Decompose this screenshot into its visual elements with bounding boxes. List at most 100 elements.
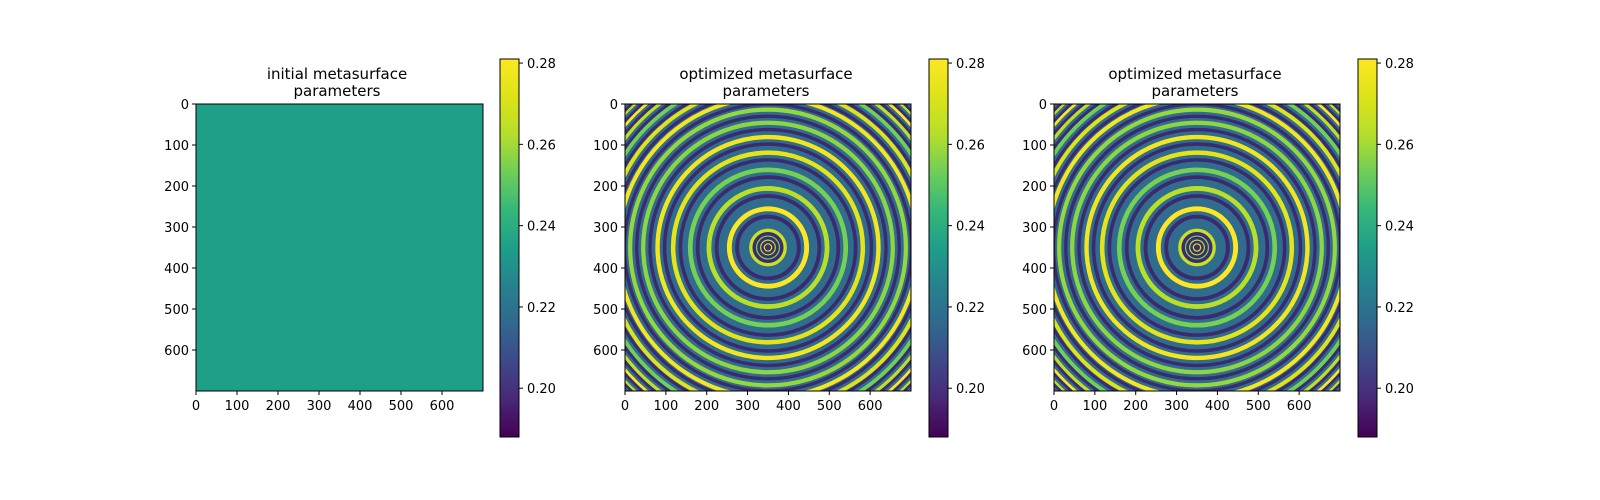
panel-1-y-tick-label: 600 <box>164 344 189 359</box>
panel-1-colorbar-gradient <box>499 58 520 438</box>
panel-1-image <box>196 104 483 391</box>
panel-1-y-tick-label: 500 <box>164 303 189 318</box>
panel-3-y-tick-label: 200 <box>1022 180 1047 195</box>
panel-2-x-tick-label: 400 <box>776 399 801 414</box>
panel-3-title-line-1: optimized metasurface <box>1108 65 1281 83</box>
panel-2-ring-dark <box>635 114 901 381</box>
panel-2-axes-frame <box>624 103 912 392</box>
panel-3-ring-dark <box>1077 127 1317 368</box>
panel-3-colorbar-gradient <box>1357 58 1378 438</box>
panel-3-ring-dark <box>1064 114 1330 381</box>
panel-1-colorbar: 0.20 0.22 0.24 0.26 0.28 <box>499 57 556 438</box>
panel-2-center-contour <box>755 235 781 260</box>
panel-2-colorbar-tick-label: 0.20 <box>956 382 985 397</box>
panel-1-x-tick-label: 100 <box>225 399 250 414</box>
panel-1-title-line-2: parameters <box>293 82 380 100</box>
panel-3-center-contour <box>1184 235 1210 260</box>
panel-1: initial metasurface parameters 0 100 200 30… <box>164 57 556 438</box>
panel-3-center-contour <box>1192 243 1202 252</box>
panel-2-colorbar: 0.20 0.22 0.24 0.26 0.28 <box>928 57 985 438</box>
panel-2-ring-bright <box>687 167 849 328</box>
panel-2-y-tick-label: 400 <box>593 262 618 277</box>
panel-2-ring-bright <box>706 186 830 309</box>
panel-2-x-tick-label: 0 <box>621 399 629 414</box>
panel-1-x-tick-label: 600 <box>430 399 455 414</box>
panel-3-colorbar-tick-label: 0.26 <box>1385 138 1414 153</box>
panel-1-title-line-1: initial metasurface <box>267 65 407 83</box>
panel-3-y-tick-label: 500 <box>1022 303 1047 318</box>
panel-3-y-tick-label: 300 <box>1022 221 1047 236</box>
panel-3-colorbar: 0.20 0.22 0.24 0.26 0.28 <box>1357 57 1414 438</box>
panel-3-colorbar-tick-label: 0.24 <box>1385 220 1414 235</box>
panel-1-colorbar-tick-label: 0.24 <box>527 220 556 235</box>
panel-1-x-tick-label: 300 <box>307 399 332 414</box>
panel-3-y-tick-label: 100 <box>1022 139 1047 154</box>
panel-2-ring-dark <box>735 214 801 281</box>
panel-1-colorbar-tick-label: 0.20 <box>527 382 556 397</box>
panel-3: optimized metasurface parameters 0 100 200… <box>1022 57 1414 438</box>
panel-2-y-tick-label: 100 <box>593 139 618 154</box>
panel-3-ring-dark <box>1107 158 1287 337</box>
panel-1-y-tick-label: 300 <box>164 221 189 236</box>
panel-1-axes-frame <box>195 103 484 392</box>
panel-1-ticks: 0 100 200 300 400 500 600 0 100 200 300 400 500 600 <box>164 98 454 414</box>
panel-3-ring-bright <box>1084 134 1310 361</box>
panel-2-ring-bright <box>726 206 810 289</box>
panel-1-x-tick-label: 0 <box>192 399 200 414</box>
panel-3-colorbar-tick-label: 0.20 <box>1385 382 1414 397</box>
panel-2-y-tick-label: 500 <box>593 303 618 318</box>
panel-3-x-tick-label: 400 <box>1205 399 1230 414</box>
panel-2-ticks: 0 100 200 300 400 500 600 0 100 200 300 400 500 600 <box>593 98 882 414</box>
panel-3-center-contour <box>1189 239 1205 256</box>
panel-2-colorbar-ticks: 0.20 0.22 0.24 0.26 0.28 <box>948 57 985 397</box>
panel-3-colorbar-tick-label: 0.28 <box>1385 57 1414 72</box>
panel-3-colorbar-tick-label: 0.22 <box>1385 301 1414 316</box>
panel-1-x-tick-label: 400 <box>348 399 373 414</box>
panel-2-ring-dark <box>648 127 888 368</box>
panel-2-ring-dark <box>662 142 874 353</box>
panel-2-ring-bright <box>628 107 908 388</box>
panel-3-y-tick-label: 400 <box>1022 262 1047 277</box>
panel-3-ring-bright <box>1070 120 1324 375</box>
panel-3-colorbar-ticks: 0.20 0.22 0.24 0.26 0.28 <box>1377 57 1414 397</box>
panel-2-colorbar-tick-label: 0.24 <box>956 220 985 235</box>
panel-1-x-tick-label: 500 <box>389 399 414 414</box>
panel-1-y-tick-label: 200 <box>164 180 189 195</box>
panel-2-x-tick-label: 600 <box>858 399 883 414</box>
panel-3-y-tick-label: 0 <box>1039 98 1047 113</box>
panel-3-y-tick-label: 600 <box>1022 344 1047 359</box>
panel-3-ring-bright <box>1135 186 1259 309</box>
panel-2-ring-dark <box>714 194 822 301</box>
panel-3-ring-dark <box>1124 175 1270 320</box>
panel-2: optimized metasurface parameters 0 100 200… <box>593 57 985 438</box>
panel-2-ring-bright <box>655 134 881 361</box>
panel-2-center-contour <box>763 243 773 252</box>
panel-2-y-tick-label: 300 <box>593 221 618 236</box>
panel-2-ring-bright <box>641 120 895 375</box>
panel-2-colorbar-tick-label: 0.26 <box>956 138 985 153</box>
panel-1-colorbar-ticks: 0.20 0.22 0.24 0.26 0.28 <box>519 57 556 397</box>
panel-2-ring-bright <box>749 228 787 267</box>
panel-3-title-line-2: parameters <box>1151 82 1238 100</box>
panel-3-x-tick-label: 300 <box>1164 399 1189 414</box>
panel-3-ring-dark <box>1164 214 1230 281</box>
panel-1-x-tick-label: 200 <box>266 399 291 414</box>
panel-2-ring-bright <box>670 150 866 345</box>
panel-1-y-tick-label: 400 <box>164 262 189 277</box>
panel-2-ring-dark <box>678 158 858 337</box>
panel-2-title-line-1: optimized metasurface <box>679 65 852 83</box>
panel-2-image <box>625 104 911 391</box>
panel-3-ticks: 0 100 200 300 400 500 600 0 100 200 300 400 500 600 <box>1022 98 1311 414</box>
panel-3-x-tick-label: 600 <box>1287 399 1312 414</box>
panel-2-x-tick-label: 100 <box>653 399 678 414</box>
panel-2-colorbar-tick-label: 0.22 <box>956 301 985 316</box>
panel-1-y-tick-label: 100 <box>164 139 189 154</box>
panel-1-uniform-field <box>196 104 483 391</box>
panel-2-colorbar-tick-label: 0.28 <box>956 57 985 72</box>
panel-3-x-tick-label: 100 <box>1082 399 1107 414</box>
panel-2-y-tick-label: 200 <box>593 180 618 195</box>
panel-3-ring-bright <box>1057 107 1337 388</box>
panel-3-ring-bright <box>1099 150 1295 345</box>
panel-3-ring-bright <box>1178 228 1216 267</box>
